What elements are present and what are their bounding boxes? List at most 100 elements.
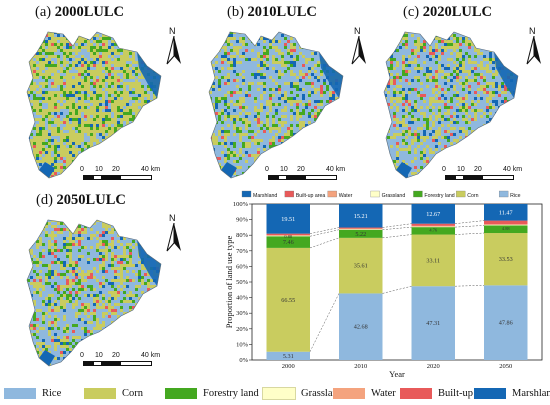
north-label: N bbox=[169, 213, 176, 223]
connector-line bbox=[454, 225, 485, 228]
chart-legend-label: Water bbox=[339, 193, 353, 199]
bar-data-label: 47.31 bbox=[426, 320, 440, 327]
bar-data-label: 33.53 bbox=[499, 256, 513, 263]
scale-bar: 0 10 20 40 km bbox=[442, 166, 542, 182]
panel-title-text: 2010LULC bbox=[247, 4, 317, 20]
bar-segment bbox=[484, 285, 528, 360]
bar-data-label: 15.21 bbox=[354, 213, 368, 220]
y-tick-label: 80% bbox=[236, 232, 249, 239]
chart-legend-label: Marshland bbox=[253, 193, 277, 199]
bar-segment bbox=[339, 228, 383, 230]
chart-legend-swatch bbox=[370, 190, 380, 198]
x-tick-label: 2020 bbox=[427, 363, 440, 370]
panel-title-text: 2050LULC bbox=[56, 192, 126, 208]
bar-segment bbox=[339, 227, 383, 229]
legend-label: Rice bbox=[42, 388, 62, 399]
chart-legend-swatch bbox=[241, 190, 252, 198]
x-tick-label: 2050 bbox=[499, 363, 512, 370]
north-arrow-icon bbox=[526, 36, 541, 65]
y-tick-label: 40% bbox=[236, 295, 249, 302]
north-arrow-icon bbox=[166, 36, 181, 65]
bar-segment bbox=[266, 236, 310, 248]
scale-bar: 0 10 20 40 km bbox=[265, 166, 365, 182]
bar-data-label: 12.67 bbox=[426, 211, 440, 218]
legend-label: Grassland bbox=[301, 388, 343, 399]
scale-label-10: 10 bbox=[95, 166, 103, 173]
legend-label: Marshland bbox=[512, 388, 550, 399]
scale-label-40: 40 km bbox=[141, 166, 161, 173]
bar-segment bbox=[411, 223, 455, 226]
lulc-map-2020 bbox=[383, 31, 519, 179]
scale-label-10: 10 bbox=[280, 166, 288, 173]
bar-segment bbox=[339, 293, 383, 360]
bar-segment bbox=[411, 286, 455, 360]
bar-segment bbox=[484, 204, 528, 221]
panel-title-b: (b) 2010LULC bbox=[227, 4, 317, 21]
connector-line bbox=[382, 223, 412, 228]
chart-legend: Marshland Built-up area Water Grassland Fore… bbox=[241, 190, 521, 199]
bar-segment bbox=[266, 233, 310, 236]
scale-label-10: 10 bbox=[95, 352, 103, 359]
chart-legend-swatch bbox=[284, 190, 295, 198]
chart-legend-swatch bbox=[413, 190, 423, 198]
legend-label: Built-up area bbox=[438, 388, 494, 399]
scale-label-0: 0 bbox=[442, 166, 446, 173]
x-tick-label: 2000 bbox=[282, 363, 295, 370]
scale-label-10: 10 bbox=[457, 166, 465, 173]
chart-legend-label: Grassland bbox=[382, 193, 406, 199]
bar-data-label: 5.31 bbox=[283, 353, 294, 360]
lulc-map-2010 bbox=[208, 31, 344, 179]
scale-label-20: 20 bbox=[474, 166, 482, 173]
scale-label-0: 0 bbox=[80, 166, 84, 173]
scale-bar: 0 10 20 40 km bbox=[80, 166, 180, 182]
y-tick-label: 60% bbox=[236, 263, 249, 270]
bar-data-label: 42.68 bbox=[354, 324, 368, 331]
panel-title-c: (c) 2020LULC bbox=[403, 4, 492, 21]
bottom-legend: Rice Corn Forestry land Grassland Water … bbox=[0, 384, 550, 404]
lulc-map-2000 bbox=[26, 31, 162, 179]
north-arrow-icon bbox=[166, 223, 181, 252]
land-use-proportion-chart: Marshland Built-up area Water Grassland Fore… bbox=[224, 190, 543, 379]
north-label: N bbox=[169, 26, 176, 36]
connector-line bbox=[454, 285, 485, 287]
scale-bar: 0 10 20 40 km bbox=[80, 352, 180, 368]
bar-data-label: 35.61 bbox=[354, 263, 368, 270]
bar-segment bbox=[266, 247, 310, 352]
legend-label: Forestry land bbox=[203, 388, 259, 399]
bar-data-label: 0.88 bbox=[284, 234, 292, 239]
chart-legend-label: Rice bbox=[510, 193, 520, 199]
y-tick-label: 20% bbox=[236, 326, 249, 333]
y-tick-label: 90% bbox=[236, 217, 249, 224]
chart-legend-swatch bbox=[327, 190, 337, 198]
connector-line bbox=[309, 237, 340, 249]
lulc-map-2050 bbox=[26, 219, 162, 367]
bar-segment bbox=[339, 204, 383, 228]
scale-label-40: 40 km bbox=[326, 166, 346, 173]
y-tick-label: 30% bbox=[236, 310, 249, 317]
connector-line bbox=[382, 234, 412, 239]
panel-letter: (b) bbox=[227, 4, 244, 20]
scale-label-0: 0 bbox=[265, 166, 269, 173]
bar-segment bbox=[266, 204, 310, 234]
connector-line bbox=[309, 227, 340, 234]
bar-data-label: 4.88 bbox=[502, 226, 510, 231]
bar-segment bbox=[411, 227, 455, 235]
y-axis-label: Proportion of land use type bbox=[224, 236, 234, 329]
connector-line bbox=[382, 285, 412, 294]
scale-label-40: 40 km bbox=[141, 352, 161, 359]
bar-segment bbox=[411, 225, 455, 227]
bar-data-label: 33.11 bbox=[426, 257, 440, 264]
x-axis-label: Year bbox=[389, 369, 405, 379]
connector-line bbox=[454, 220, 485, 224]
connector-line bbox=[382, 226, 412, 230]
y-tick-label: 50% bbox=[236, 279, 249, 286]
y-tick-label: 0% bbox=[239, 357, 248, 364]
scale-label-40: 40 km bbox=[503, 166, 523, 173]
legend-label: Water bbox=[371, 388, 396, 399]
bar-segment bbox=[266, 235, 310, 236]
north-arrow-icon bbox=[351, 36, 366, 65]
legend-swatch bbox=[400, 388, 432, 399]
bar-segment bbox=[339, 237, 383, 294]
bar-data-label: 66.55 bbox=[281, 297, 295, 304]
